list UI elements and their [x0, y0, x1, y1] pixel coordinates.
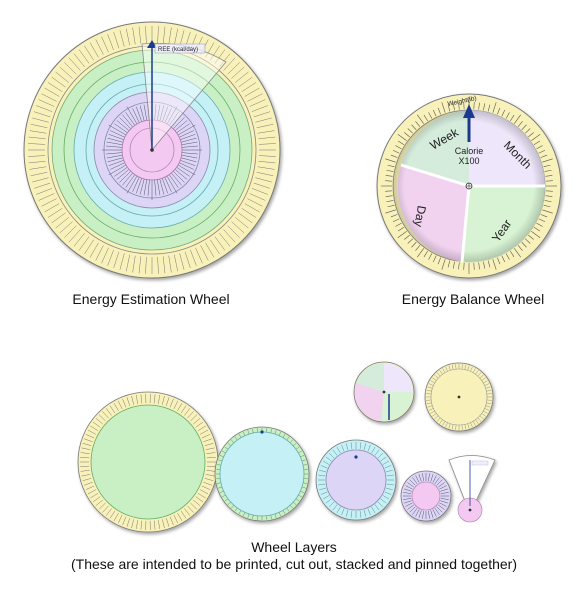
- energy-balance-wheel[interactable]: Week Month Year Day Calorie X100 Weight(…: [377, 94, 561, 278]
- calorie-multiplier: X100: [458, 156, 479, 166]
- caption-energy-estimation-wheel: Energy Estimation Wheel: [40, 291, 262, 307]
- calorie-label: Calorie: [455, 146, 484, 156]
- energy-estimation-wheel[interactable]: REE (kcal/day): [24, 22, 280, 278]
- layer-balance-quadrants[interactable]: [354, 362, 414, 422]
- estimation-pin: [150, 148, 154, 152]
- caption-wheel-layers: Wheel Layers (These are intended to be p…: [0, 539, 588, 573]
- layer-balance-scale[interactable]: [425, 363, 493, 431]
- wheel-layers: [78, 362, 495, 532]
- estimation-pointer-label: REE (kcal/day): [158, 47, 198, 53]
- layer-cyan[interactable]: [316, 440, 396, 520]
- layer-outer-scale[interactable]: [78, 392, 218, 532]
- layer-lavender[interactable]: [401, 471, 451, 521]
- wheel-layers-title: Wheel Layers: [0, 539, 588, 556]
- wheel-layers-note: (These are intended to be printed, cut o…: [0, 556, 588, 573]
- layer-pointer[interactable]: [449, 456, 495, 523]
- caption-energy-balance-wheel: Energy Balance Wheel: [378, 291, 568, 307]
- layer-green[interactable]: [215, 427, 309, 521]
